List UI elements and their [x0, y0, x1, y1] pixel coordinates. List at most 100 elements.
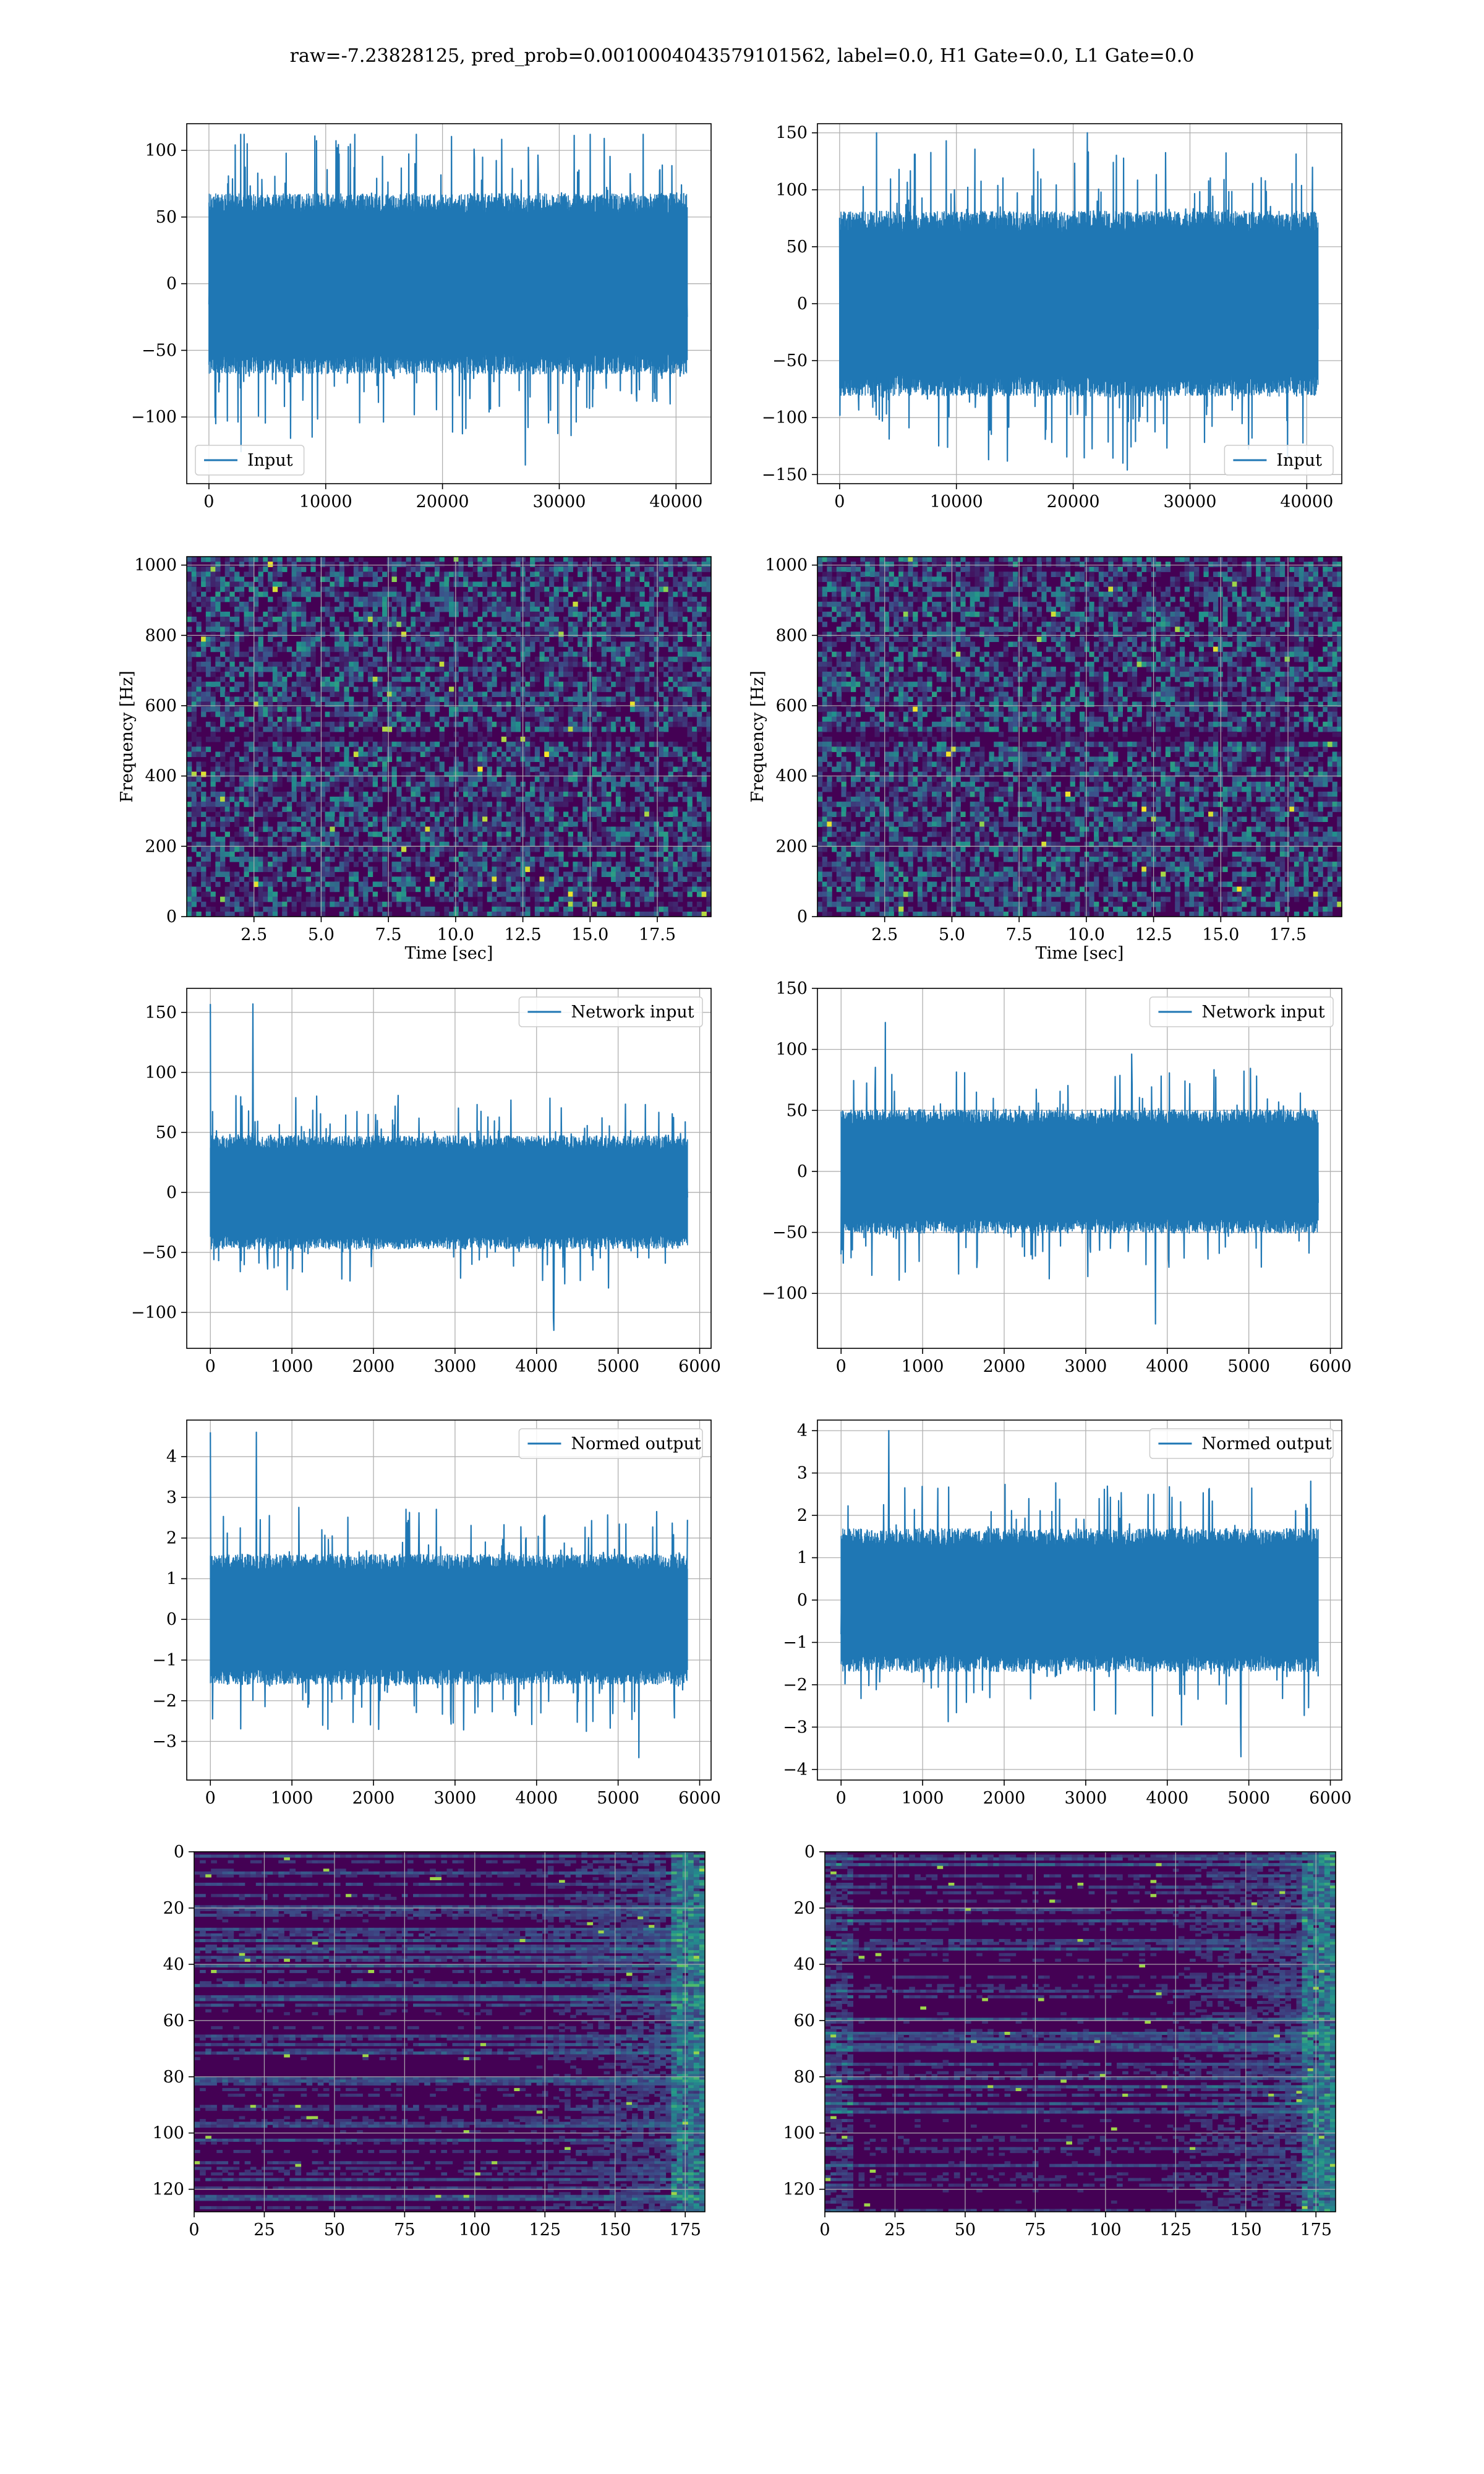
spec-l1-plot-area	[817, 557, 1342, 917]
y-tick-label: 0	[166, 275, 177, 294]
x-tick-label: 175	[1300, 2220, 1332, 2240]
x-tick-label: 4000	[515, 1357, 558, 1376]
x-tick-label: 0	[819, 2220, 830, 2240]
input-h1-series-band	[208, 193, 688, 375]
x-tick-label: 3000	[1065, 1789, 1107, 1808]
y-tick-label: 0	[166, 1610, 177, 1629]
y-tick-label: 200	[775, 837, 808, 856]
x-tick-label: 75	[1025, 2220, 1046, 2240]
features-h1-plot-area	[194, 1852, 705, 2212]
input-h1-axes-frame	[186, 123, 712, 484]
y-tick-label: −50	[142, 341, 177, 360]
y-tick-label: 50	[156, 1123, 177, 1142]
y-tick-label: −3	[783, 1718, 808, 1737]
x-tick-label: 10000	[930, 492, 983, 511]
x-tick-label: 50	[955, 2220, 976, 2240]
x-tick-label: 17.5	[639, 925, 676, 944]
x-tick-label: 40000	[1280, 492, 1333, 511]
x-axis-label: Time [sec]	[1036, 944, 1124, 963]
legend-box	[1224, 445, 1334, 476]
y-tick-label: 100	[152, 2124, 184, 2143]
x-tick-label: 1000	[902, 1357, 944, 1376]
spec-h1-plot-area	[187, 557, 711, 917]
y-tick-label: 40	[794, 1955, 815, 1974]
y-tick-label: −150	[762, 465, 808, 484]
features-l1-panel: 0 25 50 75 100 125 150 175 0 20 40 60 80 100 120	[783, 1843, 1336, 2240]
normed-h1-axes-frame	[186, 1419, 712, 1781]
y-tick-label: 0	[166, 1183, 177, 1202]
network-l1-plot-area	[817, 988, 1342, 1348]
features-h1-axes-frame	[194, 1851, 706, 2212]
y-tick-label: −1	[783, 1633, 808, 1652]
legend-label: Network input	[571, 1003, 694, 1022]
x-tick-label: 2000	[983, 1357, 1026, 1376]
x-tick-label: 2000	[983, 1789, 1026, 1808]
x-tick-label: 1000	[902, 1789, 944, 1808]
y-tick-label: 4	[166, 1447, 177, 1466]
y-tick-label: 100	[775, 181, 808, 200]
x-tick-label: 3000	[1065, 1357, 1107, 1376]
normed-h1-panel: Normed output 0 1000 2000 3000 4000 5000 6000 −3…	[152, 1419, 721, 1808]
x-tick-label: 0	[189, 2220, 199, 2240]
y-tick-label: 600	[145, 696, 177, 716]
x-tick-label: 175	[669, 2220, 701, 2240]
y-tick-label: −2	[783, 1676, 808, 1695]
x-tick-label: 4000	[515, 1789, 558, 1808]
legend-box	[1149, 996, 1334, 1027]
x-tick-label: 20000	[1047, 492, 1100, 511]
input-h1-panel: Input 0 10000 20000 30000 40000 −100 −50 0 50 100	[131, 123, 712, 511]
network-l1-series-band	[840, 1109, 1319, 1234]
y-tick-label: 40	[163, 1955, 184, 1974]
y-tick-label: 100	[145, 1063, 177, 1082]
network-h1-plot-area	[187, 988, 711, 1348]
legend-label: Normed output	[1201, 1434, 1331, 1453]
y-tick-label: 400	[775, 767, 808, 786]
x-tick-label: 50	[324, 2220, 345, 2240]
x-tick-label: 10.0	[437, 925, 474, 944]
x-axis-label: Time [sec]	[405, 944, 493, 963]
x-tick-label: 7.5	[375, 925, 402, 944]
y-tick-label: 120	[783, 2180, 815, 2199]
figure-suptitle: raw=-7.23828125, pred_prob=0.00100040435…	[290, 45, 1195, 67]
y-tick-label: −2	[152, 1692, 177, 1711]
x-tick-label: 30000	[1164, 492, 1217, 511]
x-tick-label: 5000	[597, 1789, 639, 1808]
legend-box	[195, 445, 305, 476]
y-tick-label: 150	[775, 124, 808, 143]
x-tick-label: 100	[1090, 2220, 1122, 2240]
x-tick-label: 10000	[299, 492, 352, 511]
y-tick-label: 60	[794, 2011, 815, 2031]
spec-l1-panel: 2.5 5.0 7.5 10.0 12.5 15.0 17.5 0 200 400 600 800 10…	[748, 556, 1342, 963]
x-tick-label: 2.5	[871, 925, 898, 944]
y-tick-label: 100	[783, 2124, 815, 2143]
normed-h1-plot-area	[187, 1420, 711, 1780]
normed-l1-legend: Normed output	[1149, 1428, 1334, 1459]
x-tick-label: 6000	[678, 1357, 721, 1376]
x-tick-label: 1000	[271, 1789, 313, 1808]
y-tick-label: 120	[152, 2180, 184, 2199]
y-tick-label: 0	[797, 1162, 808, 1181]
spec-h1-panel: 2.5 5.0 7.5 10.0 12.5 15.0 17.5 0 200 400 600 800 10…	[117, 556, 712, 963]
y-tick-label: 50	[156, 208, 177, 227]
spec-l1-axes-frame	[817, 556, 1342, 917]
x-tick-label: 6000	[678, 1789, 721, 1808]
y-tick-label: −1	[152, 1651, 177, 1670]
y-tick-label: 0	[166, 907, 177, 927]
y-tick-label: 150	[775, 979, 808, 998]
network-l1-legend: Network input	[1149, 996, 1334, 1027]
x-tick-label: 150	[599, 2220, 631, 2240]
x-tick-label: 12.5	[505, 925, 542, 944]
y-tick-label: 400	[145, 767, 177, 786]
x-tick-label: 40000	[649, 492, 702, 511]
y-tick-label: 1000	[134, 556, 177, 575]
network-h1-axes-frame	[186, 988, 712, 1349]
x-tick-label: 15.0	[571, 925, 608, 944]
x-tick-label: 75	[394, 2220, 415, 2240]
y-tick-label: −50	[772, 351, 808, 370]
features-l1-plot-area	[825, 1852, 1336, 2212]
x-tick-label: 20000	[416, 492, 469, 511]
x-tick-label: 3000	[434, 1357, 477, 1376]
